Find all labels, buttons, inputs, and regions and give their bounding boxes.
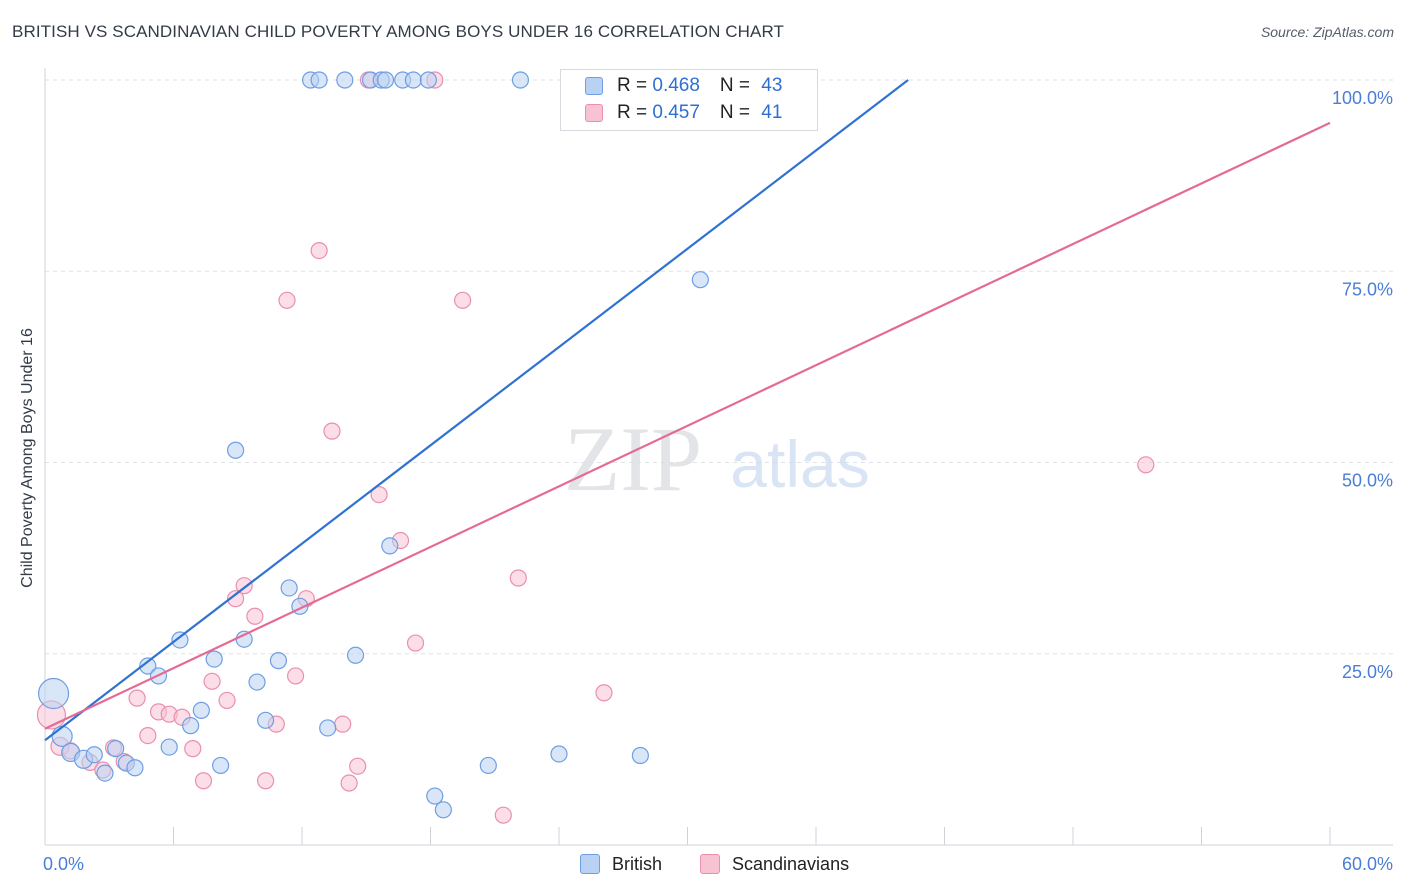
scandinavian-point [203,672,221,690]
scandinavian-point [509,569,527,587]
scandinavian-point [246,607,264,625]
british-point [192,701,210,719]
x-tick-label-max: 60.0% [1342,854,1393,874]
scand-legend-label: Scandinavians [732,853,850,874]
scandinavian-point [349,757,367,775]
scandinavian-point [128,689,146,707]
scand-legend-swatch [700,854,720,874]
british-point [171,631,189,649]
scandinavian-point [218,691,236,710]
scandinavian-point [340,774,358,792]
british-point [280,579,298,597]
british-point [212,756,230,775]
british-trend-line [44,79,909,742]
british-point [227,441,245,459]
british-point [269,652,288,670]
scandinavian-point [256,772,275,790]
british-point [319,719,337,737]
british-point [126,759,144,777]
scandinavian-point [370,486,388,504]
scandinavian-point [1137,456,1155,474]
british-point [85,746,103,764]
scand-r-value: 0.457 [652,102,700,123]
scandinavian-trend-line [44,121,1331,730]
british-r-label: R = [617,75,653,96]
scand-r-label: R = [617,102,653,123]
bottom-legend-british: British [580,852,662,876]
scandinavian-point [323,422,341,440]
british-point [550,745,568,763]
scandinavian-point [278,291,296,309]
british-point [336,71,354,89]
scandinavian-point [310,241,328,260]
british-point [205,650,223,668]
gridlines [45,79,1393,655]
british-point [631,746,649,765]
british-point [37,677,70,710]
british-point [376,71,395,89]
british-point [256,711,275,729]
british-point [691,271,709,289]
british-point [381,537,399,555]
british-point [107,740,125,758]
watermark-zip: ZIP [564,408,702,510]
british-point [404,71,422,89]
scandinavian-point [334,715,352,733]
trend-lines [44,79,1331,742]
scandinavian-point [406,634,425,652]
british-point [346,646,365,664]
chart-title: BRITISH VS SCANDINAVIAN CHILD POVERTY AM… [12,22,785,41]
british-n-label: N = [719,75,756,96]
british-legend-label: British [612,853,663,874]
british-point [479,756,497,775]
british-point [310,71,328,89]
british-swatch [585,77,603,95]
scandinavian-point [184,740,202,758]
y-tick-label: 25.0% [1342,662,1393,682]
british-point [160,738,178,756]
scandinavian-point [227,590,245,608]
british-point [511,71,530,89]
legend-row-scand: R = 0.457 N = 41 [585,100,782,126]
watermark: ZIP atlas [564,408,870,510]
bottom-legend-scand: Scandinavians [700,852,849,876]
watermark-atlas: atlas [730,427,869,501]
x-tick-label-min: 0.0% [43,854,84,874]
scandinavian-point [595,684,613,702]
scandinavian-point [194,772,213,790]
scandinavian-point [139,727,157,745]
scandinavian-point [286,667,305,685]
axes [44,68,1393,846]
british-point [139,657,157,675]
y-tick-label: 75.0% [1342,279,1393,299]
british-point [248,673,266,691]
british-point [426,787,444,805]
british-r-value: 0.468 [652,75,700,96]
british-point [434,801,452,819]
british-n-value: 43 [761,75,783,96]
legend-row-british: R = 0.468 N = 43 [585,73,782,99]
source-note: Source: ZipAtlas.com [1260,24,1394,40]
scand-n-value: 41 [761,102,783,123]
british-legend-swatch [580,854,600,874]
stats-legend: R = 0.468 N = 43 R = 0.457 N = 41 [560,69,818,131]
y-tick-label: 100.0% [1332,88,1393,108]
british-point [182,717,200,735]
british-point [96,764,114,782]
tick-labels: 25.0% 50.0% 75.0% 100.0% 0.0% 60.0% [43,88,1393,874]
y-tick-label: 50.0% [1342,471,1393,491]
scandinavian-point [494,806,512,824]
british-point [419,71,437,89]
scandinavian-point [454,291,472,309]
scand-swatch [585,104,603,122]
scand-n-label: N = [719,102,756,123]
